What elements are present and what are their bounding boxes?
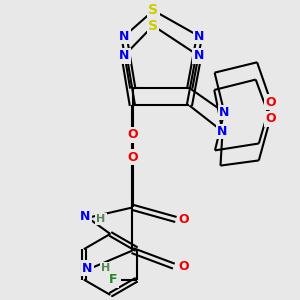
Text: O: O	[128, 128, 138, 141]
Text: N: N	[119, 30, 129, 43]
Text: O: O	[178, 260, 189, 273]
Text: N: N	[194, 49, 204, 62]
Text: N: N	[80, 210, 91, 223]
Text: S: S	[148, 19, 158, 33]
Text: O: O	[127, 151, 138, 164]
Text: O: O	[179, 213, 189, 226]
Text: N: N	[82, 262, 92, 275]
Text: F: F	[109, 273, 118, 286]
Text: H: H	[101, 263, 110, 273]
Text: H: H	[96, 214, 106, 224]
Text: N: N	[218, 125, 228, 138]
Text: O: O	[265, 112, 275, 125]
Text: N: N	[119, 49, 129, 62]
Text: S: S	[148, 4, 158, 17]
Text: N: N	[194, 30, 205, 43]
Text: O: O	[266, 95, 276, 109]
Text: N: N	[219, 106, 230, 119]
